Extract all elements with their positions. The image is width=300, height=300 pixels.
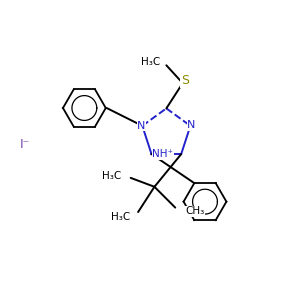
Text: N: N — [137, 121, 146, 130]
Text: H₃C: H₃C — [102, 171, 121, 182]
Text: I⁻: I⁻ — [20, 138, 30, 151]
Text: H₃C: H₃C — [141, 57, 160, 67]
Text: NH⁺: NH⁺ — [152, 149, 173, 159]
Text: CH₃: CH₃ — [186, 206, 205, 216]
Text: N: N — [187, 120, 196, 130]
Text: H₃C: H₃C — [111, 212, 131, 221]
Text: S: S — [181, 74, 189, 87]
